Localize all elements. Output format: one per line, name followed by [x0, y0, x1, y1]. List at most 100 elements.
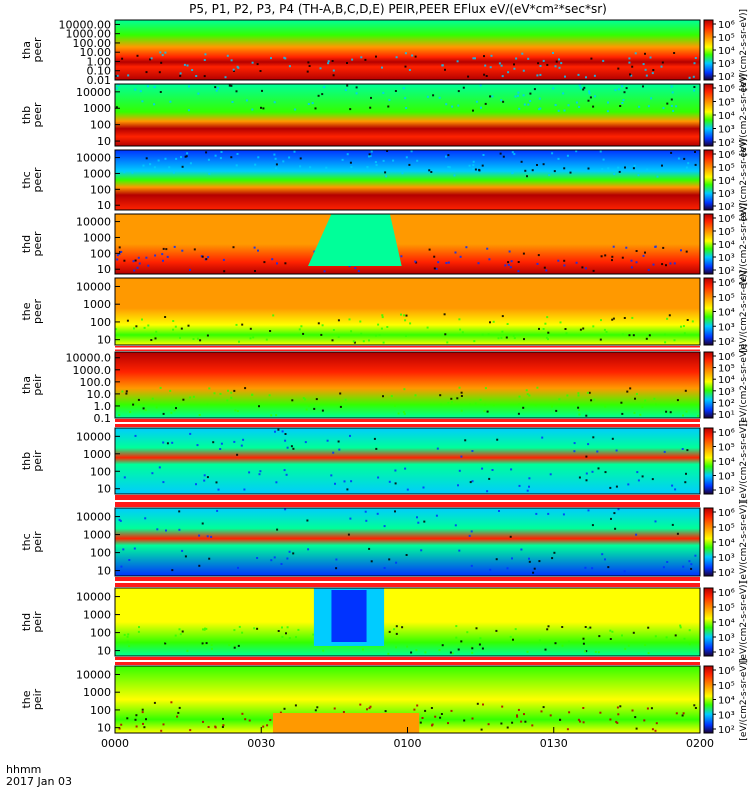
colorbar-tick-label: 10⁴: [718, 618, 735, 629]
colorbar-tick-label: 10⁶: [718, 508, 735, 519]
heatmap-cells: [115, 428, 700, 494]
y-tick-label: 1000: [83, 298, 111, 311]
heatmap-cells: [115, 150, 700, 210]
low-energy-patch: [272, 713, 420, 733]
heatmap-noise: [115, 313, 694, 344]
y-tick-label: 1000: [83, 231, 111, 244]
y-tick-label: 10.00: [80, 46, 112, 59]
colorbar: [703, 149, 714, 211]
y-tick-label: 1000: [83, 102, 111, 115]
colorbar-tick-label: 10²: [718, 266, 735, 277]
colorbar-tick-label: 10⁴: [718, 46, 735, 57]
colorbar-tick-label: 10³: [718, 189, 735, 200]
colorbar: [703, 427, 714, 495]
colorbar-tick-label: 10³: [718, 472, 735, 483]
time-axis: 0000 0030 0100 0130 0200: [101, 727, 714, 750]
time-axis-name: hhmm: [6, 763, 41, 776]
colorbar-tick-label: 10³: [718, 553, 735, 564]
y-axis-label: peir: [31, 374, 44, 396]
heatmap-noise: [118, 508, 697, 574]
panel-frame: [114, 587, 701, 657]
y-axis-label: thb: [20, 106, 33, 124]
figure-title: P5, P1, P2, P3, P4 (TH-A,B,C,D,E) PEIR,P…: [189, 2, 607, 16]
y-axis-label: tha: [20, 376, 33, 394]
colorbar-tick-label: 10⁵: [718, 293, 735, 304]
heatmap-cells: [115, 352, 700, 418]
y-tick-label: 1.00: [87, 55, 112, 68]
colorbar-tick-label: 10²: [718, 648, 735, 659]
y-tick-label: 10: [97, 263, 111, 276]
heatmap-cells: [115, 84, 700, 146]
y-axis-label: thd: [20, 235, 33, 253]
y-tick-label: 10000.0: [66, 352, 112, 365]
y-tick-label: 10: [97, 645, 111, 658]
y-tick-label: 10: [97, 565, 111, 578]
y-tick-label: 100: [90, 547, 111, 560]
colorbar-label: [eV/(cm2-s-sr-eV)]: [739, 420, 749, 502]
gap-band-stripe: [115, 581, 700, 583]
x-tick-label: 0130: [540, 737, 568, 750]
heatmap-noise: [118, 386, 699, 417]
colorbar-tick-label: 10⁶: [718, 352, 735, 363]
y-tick-label: 1000: [83, 448, 111, 461]
colorbar-tick-label: 10²: [718, 337, 735, 348]
y-axis-label: the: [20, 302, 33, 320]
heatmap-cells: [115, 508, 700, 576]
gap-band-stripe: [115, 660, 700, 662]
colorbar-tick-label: 10²: [718, 72, 735, 83]
colorbar: [703, 83, 714, 147]
y-tick-label: 0.1: [94, 412, 112, 425]
y-tick-label: 100: [90, 183, 111, 196]
y-axis-label: peer: [31, 167, 44, 193]
gap-band-stripe: [115, 422, 700, 424]
y-axis-label: peer: [31, 102, 44, 128]
panel-frame: [114, 213, 701, 275]
colorbar: [703, 213, 714, 275]
y-tick-label: 10: [97, 483, 111, 496]
y-tick-label: 10000: [76, 511, 111, 524]
y-tick-label: 1000: [83, 529, 111, 542]
colorbar-tick-label: 10⁴: [718, 457, 735, 468]
heatmap-noise: [115, 51, 697, 79]
y-tick-label: 1000.0: [73, 364, 112, 377]
panel-frame: [114, 507, 701, 577]
y-tick-label: 10: [97, 334, 111, 347]
y-tick-label: 10000: [76, 668, 111, 681]
panel-frame: [114, 83, 701, 147]
y-tick-label: 10: [97, 722, 111, 735]
colorbar-tick-label: 10⁶: [718, 20, 735, 31]
colorbar-tick-label: 10³: [718, 387, 735, 398]
colorbar-label: [eV/(cm2-s-sr-eV)]: [739, 139, 749, 221]
colorbar-tick-label: 10⁵: [718, 33, 735, 44]
colorbar-tick-label: 10⁵: [718, 98, 735, 109]
colorbar-tick-label: 10⁵: [718, 523, 735, 534]
y-axis-label: peir: [31, 688, 44, 710]
panel-frame: [114, 19, 701, 81]
y-axis-label: tha: [20, 41, 33, 59]
y-tick-label: 10000: [76, 280, 111, 293]
heatmap-cells: [115, 20, 700, 80]
colorbar-tick-label: 10²: [718, 398, 735, 409]
colorbar-tick-label: 10³: [718, 59, 735, 70]
colorbar-tick-label: 10⁵: [718, 227, 735, 238]
colorbar-tick-label: 10²: [718, 725, 735, 736]
y-tick-label: 100: [90, 704, 111, 717]
y-axis-label: peir: [31, 611, 44, 633]
colorbar-label: [eV/(cm2-s-sr-eV)]: [739, 581, 749, 663]
colorbar-label: [eV/(cm2-s-sr-eV)]: [739, 203, 749, 285]
colorbar-tick-label: 10⁵: [718, 681, 735, 692]
panel-frame: [114, 149, 701, 211]
heatmap-noise: [123, 150, 697, 178]
colorbar: [703, 507, 714, 577]
y-tick-label: 10000: [76, 152, 111, 165]
y-axis-label: the: [20, 690, 33, 708]
y-axis-label: peer: [31, 299, 44, 325]
y-tick-label: 10: [97, 135, 111, 148]
y-tick-label: 100: [90, 119, 111, 132]
